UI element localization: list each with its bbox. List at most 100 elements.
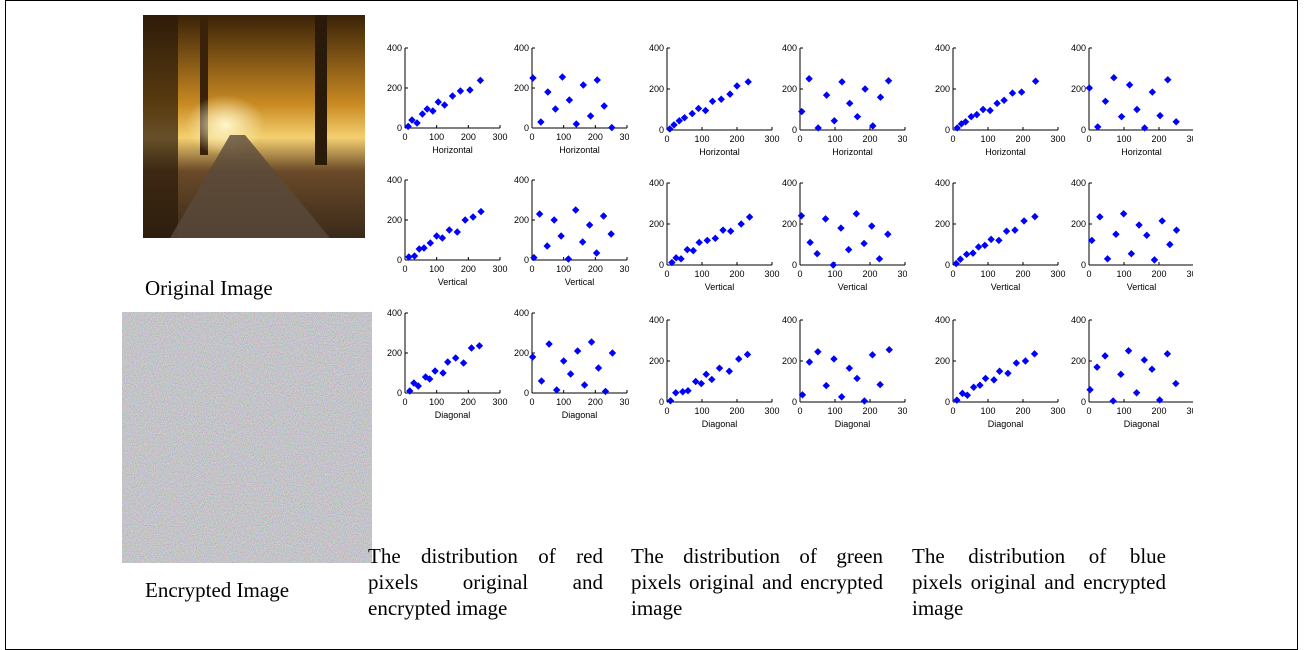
x-axis-label: Horizontal xyxy=(985,147,1026,157)
x-tick-label: 0 xyxy=(1086,406,1091,416)
scatter-point xyxy=(478,209,484,215)
scatter-point xyxy=(587,222,593,228)
scatter-point xyxy=(559,74,565,80)
scatter-point xyxy=(991,377,997,383)
scatter-panel: 02004000100200300Horizontal xyxy=(782,43,913,157)
x-tick-label: 200 xyxy=(862,269,877,279)
x-tick-label: 0 xyxy=(402,132,407,142)
x-tick-label: 100 xyxy=(1116,134,1131,144)
scatter-point xyxy=(668,398,674,404)
scatter-point xyxy=(446,227,452,233)
y-tick-label: 0 xyxy=(1081,125,1086,135)
x-tick-label: 200 xyxy=(461,397,476,407)
scatter-panel: 02004000100200300Vertical xyxy=(514,175,635,287)
scatter-point xyxy=(745,79,751,85)
y-tick-label: 0 xyxy=(792,260,797,270)
y-tick-label: 0 xyxy=(397,388,402,398)
scatter-point xyxy=(1010,90,1016,96)
scatter-point xyxy=(994,100,1000,106)
x-tick-label: 300 xyxy=(1050,269,1065,279)
group-caption: The distribution of red pixels original … xyxy=(368,543,603,621)
x-tick-label: 300 xyxy=(764,134,779,144)
x-axis-label: Diagonal xyxy=(988,419,1024,429)
scatter-point xyxy=(1134,107,1140,113)
scatter-point xyxy=(406,254,412,260)
y-tick-label: 400 xyxy=(935,43,950,53)
y-tick-label: 0 xyxy=(659,397,664,407)
y-tick-label: 0 xyxy=(397,255,402,265)
x-tick-label: 0 xyxy=(797,406,802,416)
x-tick-label: 100 xyxy=(827,134,842,144)
y-tick-label: 200 xyxy=(935,84,950,94)
scatter-point xyxy=(673,255,679,261)
scatter-point xyxy=(964,251,970,257)
x-tick-label: 0 xyxy=(950,134,955,144)
scatter-point xyxy=(738,221,744,227)
scatter-point xyxy=(720,227,726,233)
x-tick-label: 0 xyxy=(1086,134,1091,144)
scatter-panel: 02004000100200300Horizontal xyxy=(387,43,508,155)
x-tick-label: 200 xyxy=(461,264,476,274)
x-axis-label: Diagonal xyxy=(562,410,598,420)
x-tick-label: 100 xyxy=(429,132,444,142)
scatter-point xyxy=(682,115,688,121)
scatter-point xyxy=(673,390,679,396)
x-tick-label: 100 xyxy=(429,397,444,407)
scatter-point xyxy=(1102,353,1108,359)
x-tick-label: 300 xyxy=(619,264,634,274)
scatter-point xyxy=(470,214,476,220)
scatter-point xyxy=(696,105,702,111)
y-tick-label: 200 xyxy=(514,83,529,93)
scatter-point xyxy=(823,216,829,222)
scatter-point xyxy=(552,106,558,112)
scatter-point xyxy=(838,225,844,231)
scatter-point xyxy=(690,248,696,254)
scatter-point xyxy=(582,382,588,388)
scatter-point xyxy=(1022,358,1028,364)
x-tick-label: 300 xyxy=(492,132,507,142)
scatter-point xyxy=(957,256,963,262)
scatter-point xyxy=(1032,214,1038,220)
scatter-point xyxy=(734,83,740,89)
x-tick-label: 100 xyxy=(556,132,571,142)
x-tick-label: 100 xyxy=(980,406,995,416)
scatter-point xyxy=(609,350,615,356)
scatter-point xyxy=(589,339,595,345)
scatter-point xyxy=(435,99,441,105)
scatter-point xyxy=(544,243,550,249)
x-tick-label: 0 xyxy=(950,269,955,279)
scatter-point xyxy=(876,256,882,262)
y-tick-label: 400 xyxy=(782,178,797,188)
scatter-panel: 02004000100200300Horizontal xyxy=(514,43,635,155)
scatter-point xyxy=(971,384,977,390)
scatter-panel: 02004000100200300Diagonal xyxy=(935,315,1066,429)
scatter-point xyxy=(1127,82,1133,88)
scatter-point xyxy=(442,102,448,108)
scatter-point xyxy=(419,111,425,117)
x-axis-label: Diagonal xyxy=(435,410,471,420)
y-tick-label: 0 xyxy=(792,125,797,135)
scatter-point xyxy=(709,376,715,382)
scatter-point xyxy=(568,371,574,377)
encrypted-caption: Encrypted Image xyxy=(145,577,289,603)
y-tick-label: 0 xyxy=(397,123,402,133)
scatter-point xyxy=(1097,214,1103,220)
y-tick-label: 400 xyxy=(387,308,402,318)
y-tick-label: 200 xyxy=(1071,84,1086,94)
x-axis-label: Horizontal xyxy=(1121,147,1162,157)
scatter-point xyxy=(869,223,875,229)
x-axis-label: Diagonal xyxy=(702,419,738,429)
scatter-point xyxy=(704,237,710,243)
scatter-point xyxy=(1110,398,1116,404)
x-axis-label: Vertical xyxy=(838,282,868,292)
scatter-point xyxy=(1019,89,1025,95)
y-tick-label: 0 xyxy=(945,397,950,407)
scatter-point xyxy=(561,358,567,364)
scatter-point xyxy=(601,213,607,219)
scatter-point xyxy=(457,88,463,94)
scatter-point xyxy=(886,347,892,353)
scatter-point xyxy=(667,126,673,132)
y-tick-label: 400 xyxy=(1071,178,1086,188)
